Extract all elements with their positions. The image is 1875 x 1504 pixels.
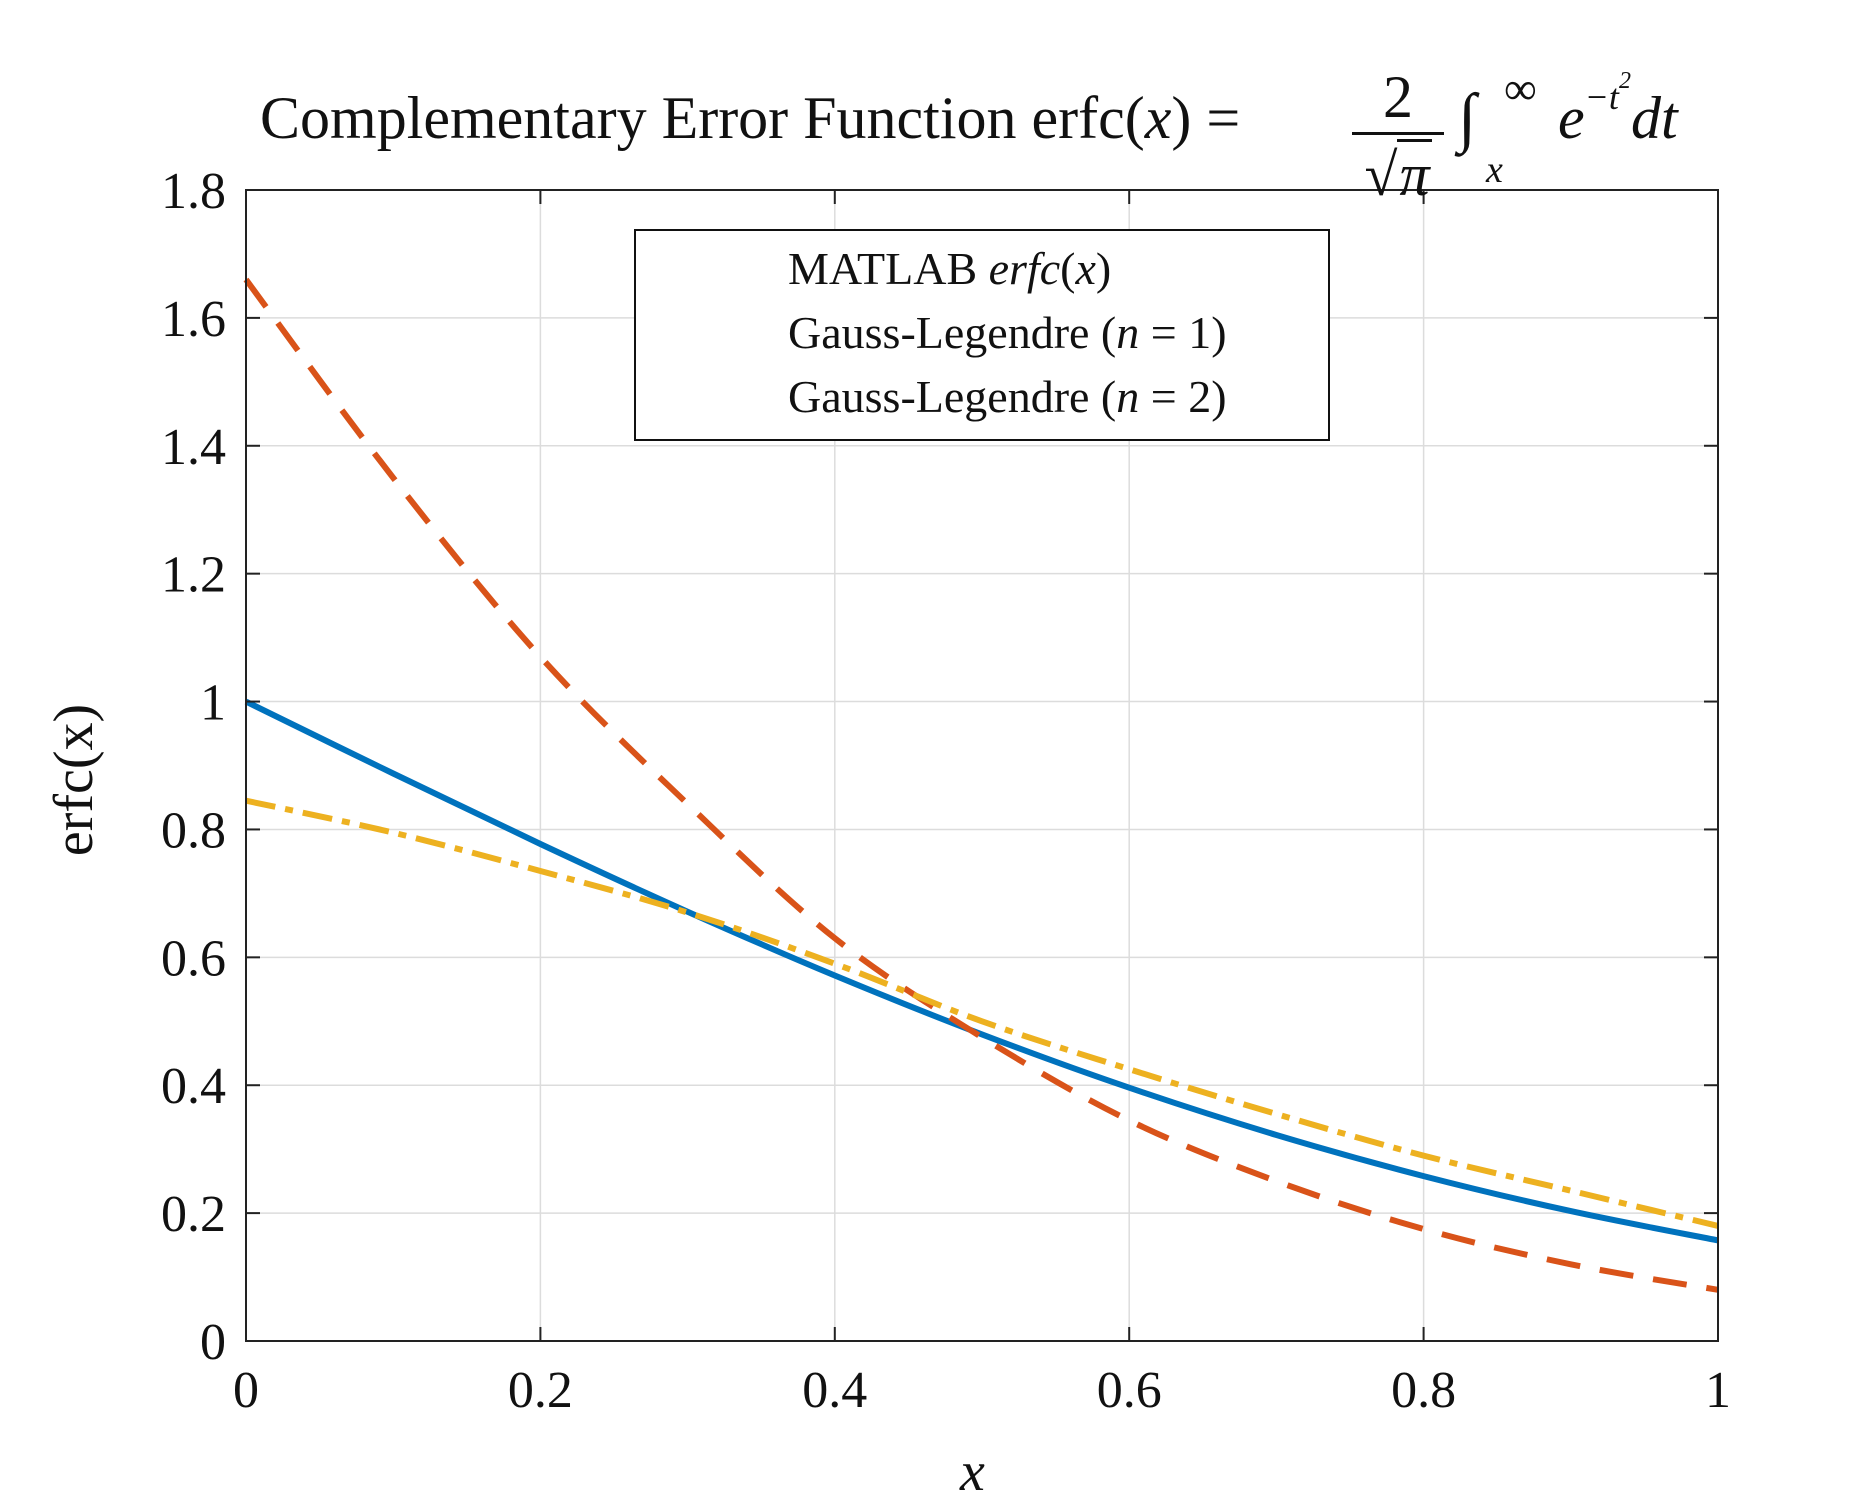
x-tick-label: 0 — [233, 1362, 259, 1419]
integral-upper-limit: ∞ — [1504, 62, 1537, 115]
legend: MATLAB erfc(x) Gauss-Legendre (n = 1) Ga… — [634, 229, 1330, 441]
y-tick-label: 1.4 — [161, 419, 226, 476]
legend-item-gl2: Gauss-Legendre (n = 2) — [636, 365, 1328, 429]
x-tick-label: 1 — [1705, 1362, 1731, 1419]
chart-title: Complementary Error Function erfc(x) = 2… — [0, 28, 1875, 188]
x-tick-label: 0.4 — [802, 1362, 867, 1419]
title-fraction: 2 √π — [1348, 64, 1448, 207]
fraction-bar — [1352, 132, 1444, 135]
legend-label-gl2: Gauss-Legendre (n = 2) — [788, 367, 1227, 427]
integral-sign: ∫ ∞ x — [1458, 80, 1476, 156]
integrand: e−t2dt — [1558, 84, 1678, 153]
fraction-numerator: 2 — [1348, 64, 1448, 130]
legend-label-gl1: Gauss-Legendre (n = 1) — [788, 303, 1227, 363]
y-tick-label: 0.8 — [161, 802, 226, 859]
y-tick-label: 1.6 — [161, 291, 226, 348]
legend-item-gl1: Gauss-Legendre (n = 1) — [636, 301, 1328, 365]
x-tick-label: 0.6 — [1097, 1362, 1162, 1419]
title-text: Complementary Error Function erfc(x) = — [260, 84, 1240, 153]
integral-lower-limit: x — [1486, 148, 1503, 192]
y-tick-label: 1.2 — [161, 547, 226, 604]
x-axis-label: x — [960, 1440, 985, 1504]
legend-item-matlab: MATLAB erfc(x) — [636, 237, 1328, 301]
y-tick-label: 0.2 — [161, 1186, 226, 1243]
x-tick-label: 0.2 — [508, 1362, 573, 1419]
y-axis-label: erfc(x) — [42, 704, 106, 856]
legend-label-matlab: MATLAB erfc(x) — [788, 239, 1111, 299]
x-tick-label: 0.8 — [1391, 1362, 1456, 1419]
y-tick-label: 0 — [200, 1314, 226, 1371]
y-tick-label: 0.6 — [161, 930, 226, 987]
y-tick-label: 1 — [200, 675, 226, 732]
y-tick-label: 0.4 — [161, 1058, 226, 1115]
fraction-denominator: √π — [1348, 137, 1448, 207]
